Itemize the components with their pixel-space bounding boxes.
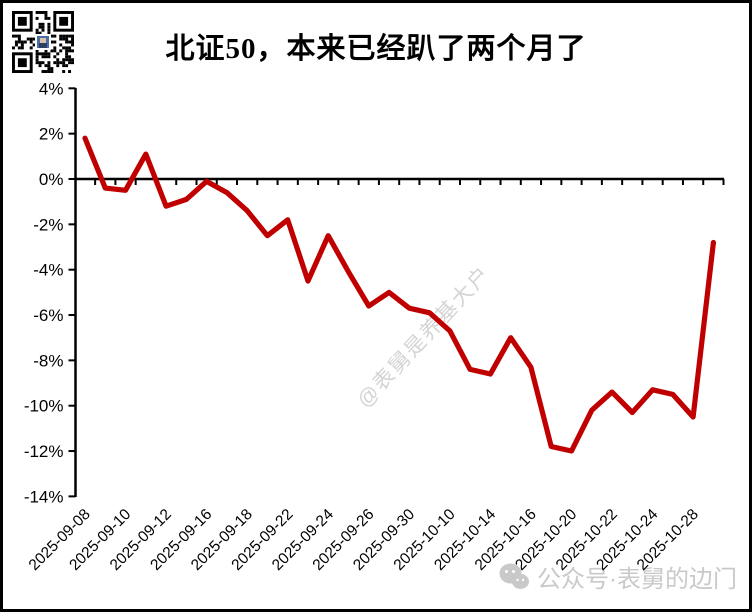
y-tick-label: -6%: [33, 306, 63, 325]
chart-svg: 4%2%0%-2%-4%-6%-8%-10%-12%-14%2025-09-08…: [24, 79, 725, 574]
y-tick-label: 4%: [39, 79, 64, 98]
series-line: [82, 135, 717, 454]
wechat-logo-icon: [499, 563, 529, 589]
y-tick-label: -10%: [24, 397, 64, 416]
y-tick-label: -4%: [33, 261, 63, 280]
bottom-watermark: 公众号·表舅的边门: [498, 559, 737, 594]
y-tick-label: -12%: [24, 442, 64, 461]
y-tick-label: -14%: [24, 487, 64, 506]
y-tick-label: -2%: [33, 215, 63, 234]
y-tick-label: 2%: [39, 125, 64, 144]
bottom-watermark-text: 公众号·表舅的边门: [537, 566, 737, 593]
page-title: 北证50，本来已经趴了两个月了: [165, 33, 587, 65]
y-tick-label: 0%: [39, 170, 64, 189]
qr-code: [12, 11, 74, 73]
y-tick-label: -8%: [33, 351, 63, 370]
